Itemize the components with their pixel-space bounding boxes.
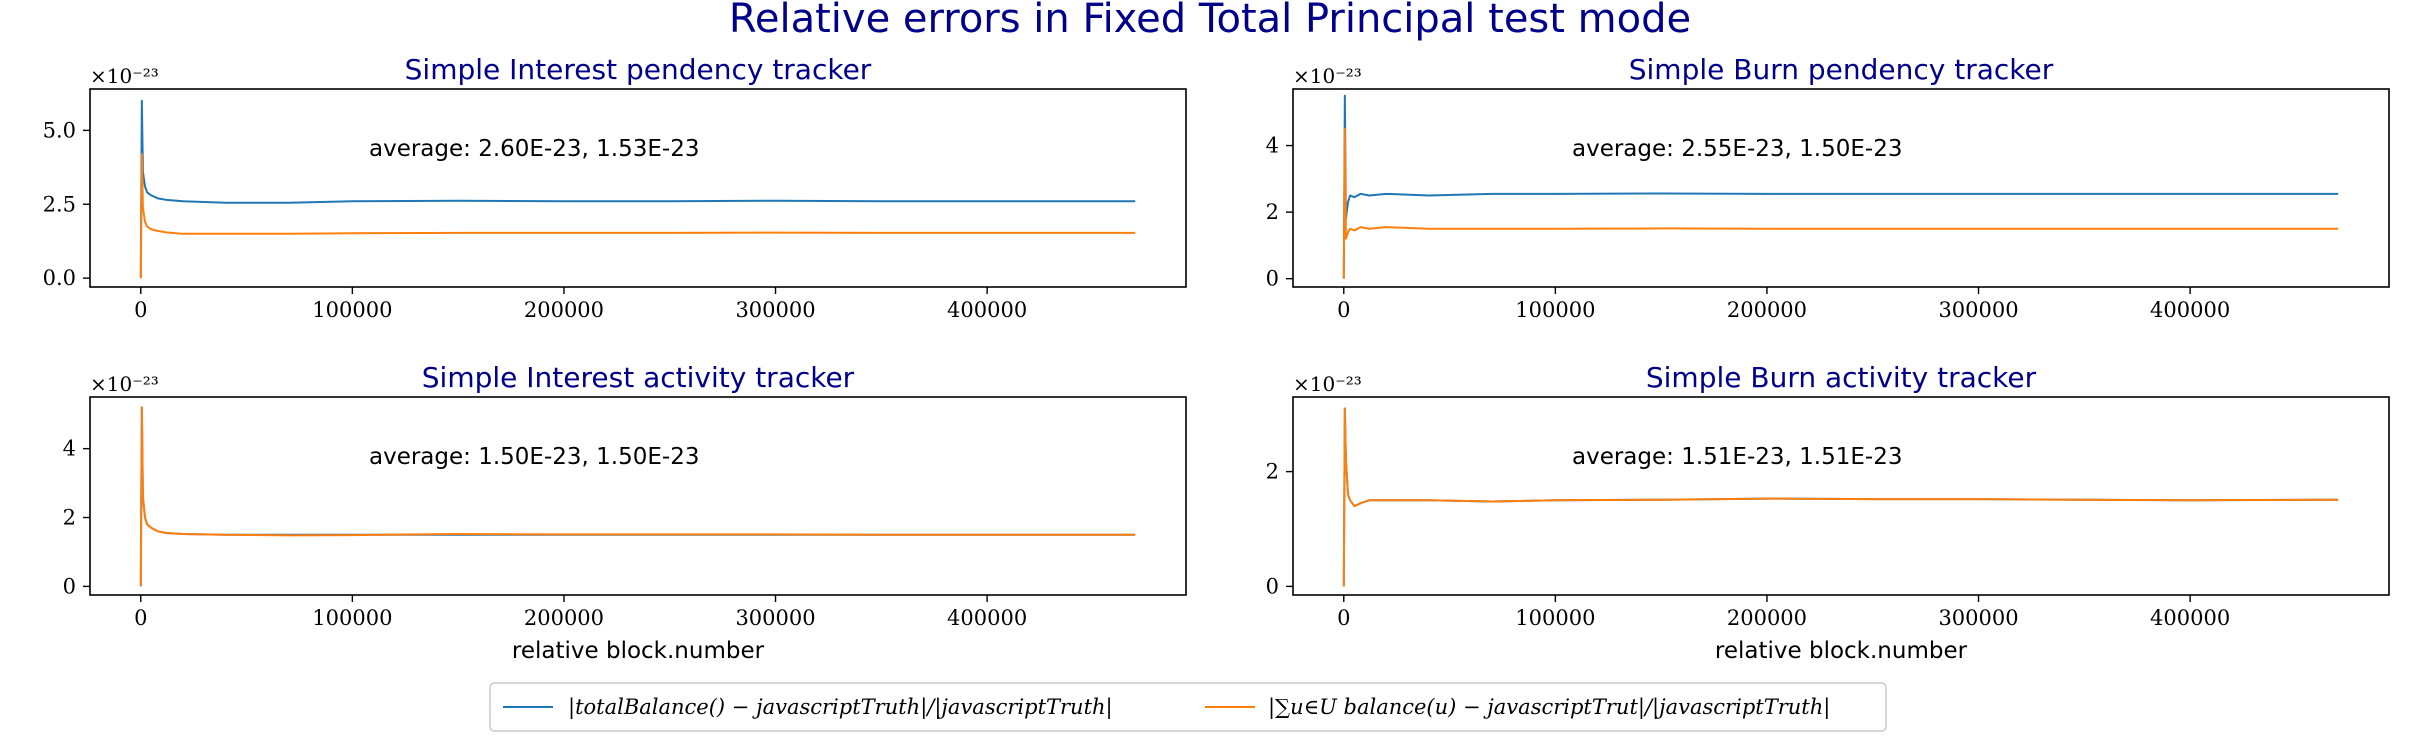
- x-tick-label: 400000: [2150, 298, 2230, 322]
- x-tick-label: 300000: [735, 606, 815, 630]
- subplot-title: Simple Burn pendency tracker: [1629, 53, 2054, 86]
- subplot-1: Simple Interest pendency tracker 0 100000 2…: [43, 53, 1187, 322]
- x-axis-label: relative block.number: [1715, 638, 1968, 664]
- x-tick-label: 400000: [2150, 606, 2230, 630]
- subplot-title: Simple Interest pendency tracker: [405, 53, 872, 86]
- average-annotation: average: 1.51E-23, 1.51E-23: [1572, 444, 1902, 470]
- y-tick-label: 2: [63, 506, 76, 530]
- x-tick-label: 200000: [524, 606, 604, 630]
- subplot-2: Simple Burn pendency tracker 0 100000 20000…: [1266, 53, 2390, 322]
- y-offset-label: ×10⁻²³: [90, 372, 159, 396]
- x-tick-label: 0: [134, 298, 147, 322]
- legend-label-series-2: |∑u∈U balance(u) − javascriptTrut|/|java…: [1268, 695, 1830, 720]
- y-tick-label: 4: [1266, 134, 1279, 158]
- y-offset-label: ×10⁻²³: [90, 64, 159, 88]
- x-tick-label: 200000: [1727, 606, 1807, 630]
- axes-frame: [1292, 88, 2390, 288]
- subplot-title: Simple Interest activity tracker: [422, 361, 855, 394]
- legend: |totalBalance() − javascriptTruth|/|java…: [489, 682, 1887, 732]
- x-tick-label: 100000: [1515, 606, 1595, 630]
- y-tick-label: 2: [1266, 460, 1279, 484]
- x-tick-label: 300000: [1938, 298, 2018, 322]
- y-offset-label: ×10⁻²³: [1293, 372, 1362, 396]
- x-axis-label: relative block.number: [512, 638, 765, 664]
- x-tick-label: 400000: [947, 298, 1027, 322]
- subplots: Simple Interest pendency tracker 0 100000 2…: [43, 53, 2390, 664]
- x-tick-label: 100000: [312, 298, 392, 322]
- subplot-4: Simple Burn activity tracker 0 100000 20000…: [1266, 361, 2390, 664]
- x-tick-label: 0: [134, 606, 147, 630]
- series-line-1: [1342, 94, 2339, 279]
- x-tick-label: 400000: [947, 606, 1027, 630]
- y-tick-label: 4: [63, 437, 76, 461]
- axes-frame: [89, 88, 1187, 288]
- y-tick-label: 0.0: [43, 266, 76, 290]
- series-line-1: [139, 406, 1136, 587]
- series-line-2: [139, 406, 1136, 587]
- x-tick-label: 300000: [735, 298, 815, 322]
- legend-box: [489, 682, 1887, 732]
- series-line-2: [1342, 127, 2339, 279]
- y-tick-label: 2.5: [43, 192, 76, 216]
- y-tick-label: 2: [1266, 200, 1279, 224]
- average-annotation: average: 1.50E-23, 1.50E-23: [369, 444, 699, 470]
- y-tick-label: 5.0: [43, 118, 76, 142]
- x-tick-label: 100000: [1515, 298, 1595, 322]
- axes-frame: [1292, 396, 2390, 596]
- y-tick-label: 0: [1266, 574, 1279, 598]
- y-tick-label: 0: [1266, 267, 1279, 291]
- figure-title: Relative errors in Fixed Total Principal…: [729, 0, 1691, 42]
- axes-frame: [89, 396, 1187, 596]
- subplot-title: Simple Burn activity tracker: [1646, 361, 2037, 394]
- series-line-2: [1342, 407, 2339, 587]
- x-tick-label: 0: [1337, 606, 1350, 630]
- series-line-1: [1342, 407, 2339, 587]
- x-tick-label: 200000: [524, 298, 604, 322]
- x-tick-label: 100000: [312, 606, 392, 630]
- series-line-2: [139, 153, 1136, 279]
- average-annotation: average: 2.60E-23, 1.53E-23: [369, 136, 699, 162]
- y-tick-label: 0: [63, 574, 76, 598]
- x-tick-label: 0: [1337, 298, 1350, 322]
- subplot-3: Simple Interest activity tracker 0 100000 2…: [63, 361, 1187, 664]
- y-offset-label: ×10⁻²³: [1293, 64, 1362, 88]
- series-line-1: [139, 99, 1136, 279]
- x-tick-label: 200000: [1727, 298, 1807, 322]
- legend-label-series-1: |totalBalance() − javascriptTruth|/|java…: [568, 695, 1113, 720]
- average-annotation: average: 2.55E-23, 1.50E-23: [1572, 136, 1902, 162]
- x-tick-label: 300000: [1938, 606, 2018, 630]
